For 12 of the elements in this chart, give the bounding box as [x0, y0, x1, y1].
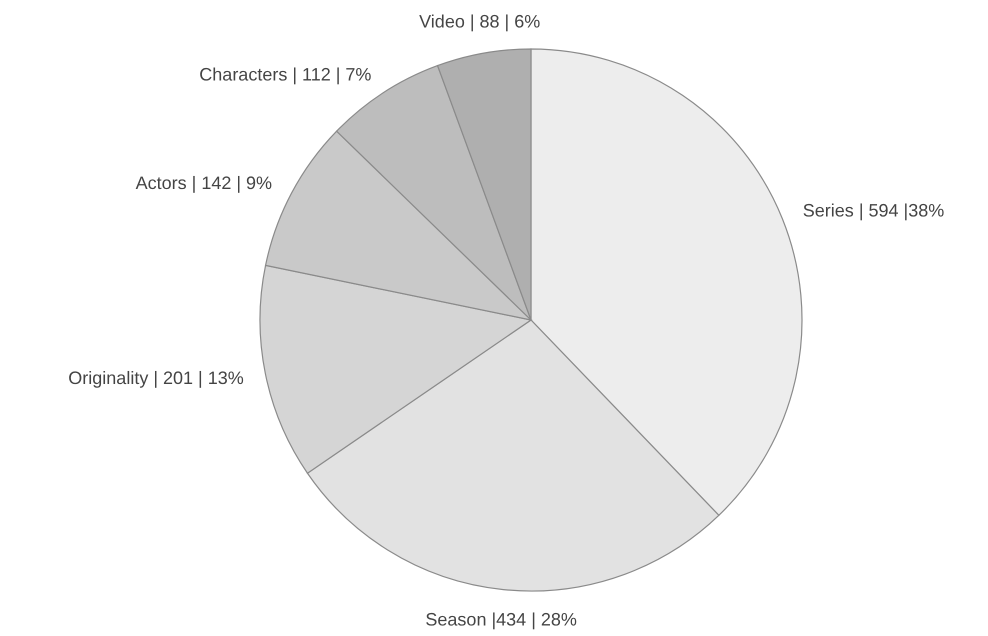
data-label: | 594 |38%	[858, 200, 944, 221]
slice-label: Series	[802, 200, 854, 221]
data-label: |434 | 28%	[492, 609, 577, 630]
slice-label: Characters	[199, 64, 288, 84]
slice-label: Originality	[68, 368, 148, 388]
slice-label: Season	[425, 609, 486, 630]
data-label: | 201 | 13%	[153, 368, 244, 388]
data-label: | 112 | 7%	[292, 64, 372, 84]
slice-label: Video	[419, 12, 465, 32]
data-label: | 142 | 9%	[192, 172, 272, 193]
data-label: | 88 | 6%	[470, 12, 540, 32]
slice-label: Actors	[136, 172, 187, 193]
